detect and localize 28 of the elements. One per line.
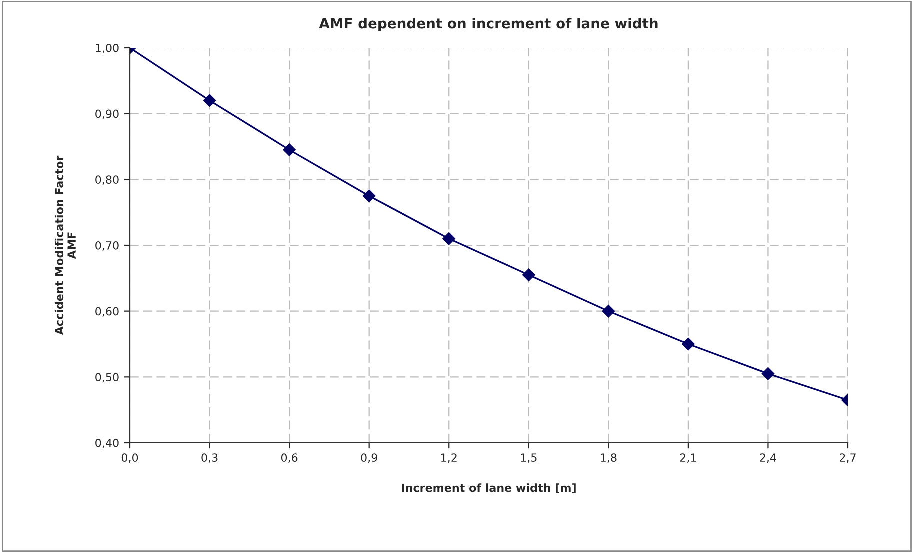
point	[362, 190, 376, 203]
x-tick-label: 2,4	[760, 454, 776, 464]
x-tick-label: 1,2	[441, 454, 457, 464]
point	[203, 94, 216, 108]
point	[442, 232, 456, 246]
x-axis-title: Increment of lane width [m]	[402, 484, 576, 494]
point	[283, 144, 296, 156]
point	[682, 338, 695, 351]
point	[762, 367, 775, 380]
x-tick-label: 1,5	[521, 454, 537, 464]
x-tick-label: 0,3	[202, 454, 218, 464]
y-tick-label: 0,70	[96, 241, 119, 252]
y-tick-label: 0,60	[96, 307, 119, 317]
x-tick-label: 0,9	[361, 454, 378, 464]
point	[522, 268, 536, 282]
y-tick-label: 1,00	[96, 44, 119, 54]
chart-title: AMF dependent on increment of lane width	[319, 18, 658, 32]
y-tick-label: 0,50	[96, 373, 119, 383]
x-tick-label: 2,1	[680, 454, 696, 464]
y-axis-title: Accident Modification Factor AMF	[54, 156, 76, 336]
y-tick-label: 0,90	[96, 110, 119, 120]
x-tick-label: 1,8	[601, 454, 617, 464]
y-tick-label: 0,40	[96, 438, 119, 449]
x-tick-label: 0,0	[122, 454, 138, 464]
y-tick-label: 0,80	[96, 176, 119, 186]
x-tick-label: 0,6	[281, 454, 298, 464]
x-tick-label: 2,7	[840, 454, 856, 464]
point	[602, 304, 616, 318]
